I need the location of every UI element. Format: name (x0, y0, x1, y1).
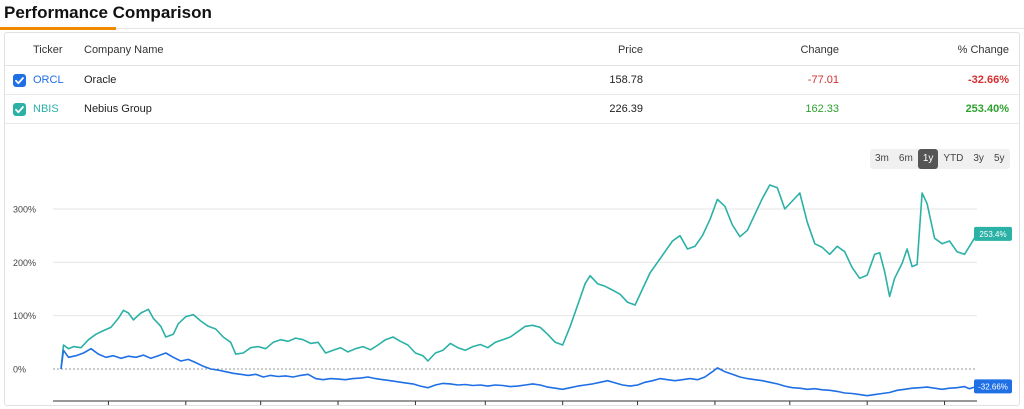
y-tick-label: 0% (13, 365, 26, 375)
period-button-3y[interactable]: 3y (973, 153, 984, 164)
y-tick-label: 100% (13, 311, 36, 321)
period-button-5y[interactable]: 5y (993, 153, 1005, 164)
pct-change-orcl: -32.66% (839, 65, 1019, 95)
title-accent-bar (0, 27, 116, 30)
period-button-1y[interactable]: 1y (917, 149, 939, 169)
header-change[interactable]: Change (643, 35, 839, 66)
change-nbis: 162.33 (643, 94, 839, 124)
checkbox-orcl[interactable] (13, 73, 26, 87)
header-pct-change[interactable]: % Change (839, 35, 1019, 66)
period-button-6m[interactable]: 6m (898, 153, 913, 164)
performance-line-chart: 0%100%200%300%Oct '25Nov '25Dec '25Jan '… (13, 184, 1012, 405)
header-company[interactable]: Company Name (84, 35, 544, 66)
ticker-link-orcl[interactable]: ORCL (33, 65, 84, 95)
page-title: Performance Comparison (4, 3, 212, 22)
header-price[interactable]: Price (544, 35, 643, 66)
series-line-orcl (60, 347, 978, 397)
header-select (5, 35, 33, 66)
change-orcl: -77.01 (643, 65, 839, 95)
y-tick-label: 300% (13, 205, 36, 215)
price-orcl: 158.78 (544, 65, 643, 95)
table-row-orcl: ORCL Oracle 158.78 -77.01 -32.66% (5, 65, 1019, 95)
company-name-orcl: Oracle (84, 65, 544, 95)
pct-change-nbis: 253.40% (839, 94, 1019, 124)
comparison-panel: Ticker Company Name Price Change % Chang… (4, 32, 1020, 406)
end-label-nbis: 253.4% (979, 230, 1006, 239)
ticker-link-nbis[interactable]: NBIS (33, 94, 84, 124)
period-button-3m[interactable]: 3m (875, 153, 889, 164)
price-nbis: 226.39 (544, 94, 643, 124)
period-button-ytd[interactable]: YTD (943, 153, 964, 164)
comparison-table: Ticker Company Name Price Change % Chang… (5, 35, 1019, 124)
end-label-box-orcl (974, 379, 1012, 394)
checkmark-icon (15, 105, 24, 113)
title-divider (0, 28, 1024, 29)
table-header-row: Ticker Company Name Price Change % Chang… (5, 35, 1019, 66)
company-name-nbis: Nebius Group (84, 94, 544, 124)
y-tick-label: 200% (13, 258, 36, 268)
table-row-nbis: NBIS Nebius Group 226.39 162.33 253.40% (5, 94, 1019, 124)
end-label-orcl: -32.66% (978, 382, 1008, 391)
checkmark-icon (15, 76, 24, 84)
series-line-nbis (60, 184, 978, 370)
checkbox-nbis[interactable] (13, 102, 26, 116)
period-selector: 3m 6m 1y YTD 3y 5y (870, 149, 1010, 169)
header-ticker[interactable]: Ticker (33, 35, 84, 66)
end-label-box-nbis (974, 226, 1012, 241)
